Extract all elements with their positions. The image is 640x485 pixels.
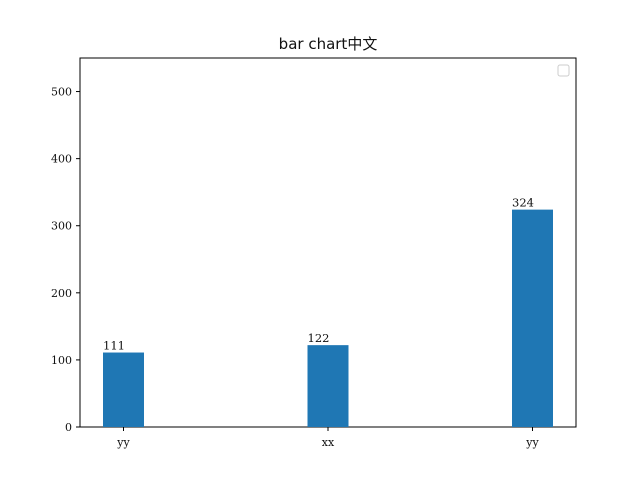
y-tick-label: 0 (65, 421, 72, 434)
bar-series (103, 209, 553, 427)
legend-box (557, 64, 570, 77)
y-tick-label: 200 (51, 287, 72, 300)
chart-title: bar chart中文 (279, 35, 378, 53)
y-tick-label: 500 (51, 86, 72, 99)
x-tick-label: yy (116, 436, 130, 449)
bar (512, 209, 553, 427)
y-axis: 0 100 200 300 400 500 (51, 86, 80, 434)
y-tick-label: 300 (51, 220, 72, 233)
x-tick-label: xx (322, 436, 335, 449)
y-tick-label: 400 (51, 153, 72, 166)
bar-value-label: 122 (308, 331, 330, 345)
bar (103, 352, 144, 427)
bar-value-label: 324 (512, 196, 534, 210)
x-tick-label: yy (525, 436, 539, 449)
y-tick-label: 100 (51, 354, 72, 367)
bar-value-label: 111 (103, 339, 125, 353)
bar (307, 345, 349, 427)
x-axis: yy xx yy (116, 427, 539, 449)
bar-data-labels: 111 122 324 (103, 196, 534, 353)
